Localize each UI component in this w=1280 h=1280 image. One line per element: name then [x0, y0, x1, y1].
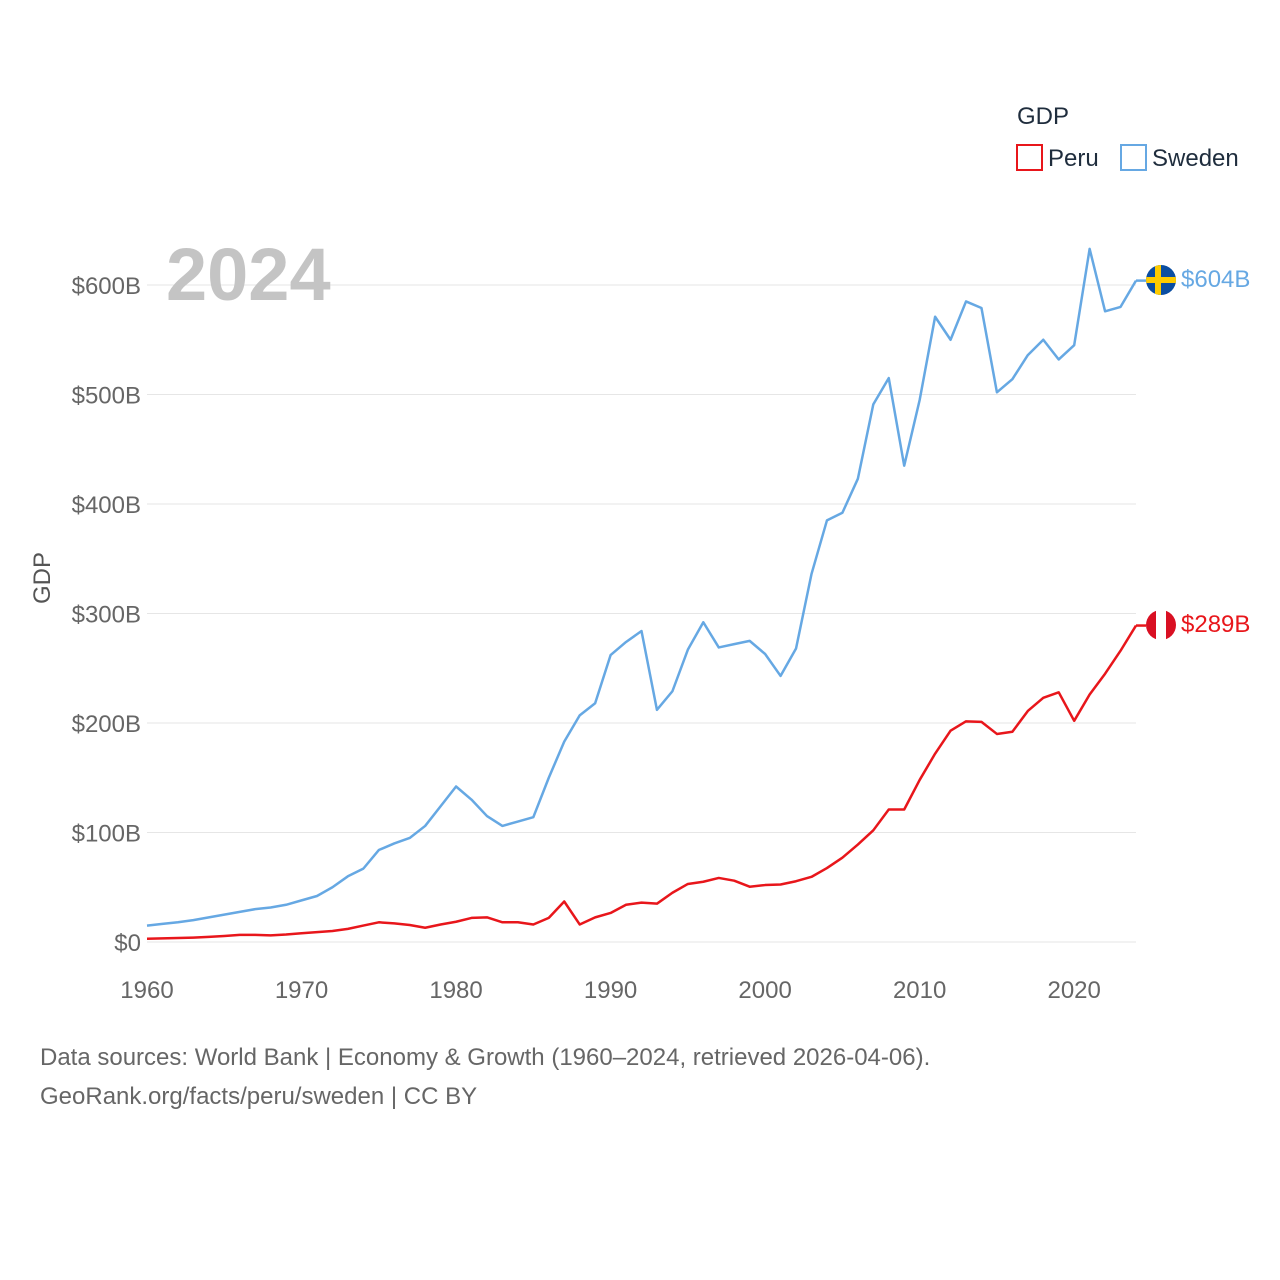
x-tick-label: 2010 [893, 977, 946, 1004]
y-tick-label: $500B [72, 383, 141, 410]
series-line-peru [146, 624, 1138, 940]
series-layer [146, 247, 1146, 940]
peru-end-label: $289B [1181, 611, 1250, 638]
grid-layer [147, 284, 1136, 943]
legend-label-sweden: Sweden [1152, 145, 1239, 172]
legend-label-peru: Peru [1048, 145, 1099, 172]
x-tick-label: 1970 [275, 977, 328, 1004]
legend-item-sweden[interactable]: Sweden [1120, 144, 1239, 172]
x-tick-label: 1960 [120, 977, 173, 1004]
y-tick-label: $0 [114, 930, 141, 957]
data-sources-text: Data sources: World Bank | Economy & Gro… [40, 1044, 931, 1071]
legend-item-peru[interactable]: Peru [1016, 144, 1099, 172]
x-tick-labels: 1960 1970 1980 1990 2000 2010 2020 [120, 977, 1101, 1004]
y-axis-label: GDP [29, 552, 56, 604]
legend-swatch-sweden [1120, 144, 1147, 171]
x-tick-label: 1980 [429, 977, 482, 1004]
x-tick-label: 2020 [1047, 977, 1100, 1004]
y-tick-labels: $0 $100B $200B $300B $400B $500B $600B [72, 273, 141, 957]
peru-flag-icon [1146, 610, 1176, 640]
sweden-end-label: $604B [1181, 266, 1250, 293]
y-tick-label: $300B [72, 602, 141, 629]
y-tick-label: $100B [72, 821, 141, 848]
year-watermark: 2024 [166, 233, 331, 316]
sweden-flag-icon [1146, 265, 1176, 295]
source-url-text: GeoRank.org/facts/peru/sweden | CC BY [40, 1083, 478, 1110]
legend: GDP Peru Sweden [1016, 103, 1239, 172]
y-tick-label: $200B [72, 711, 141, 738]
series-line-sweden [146, 247, 1138, 927]
legend-title: GDP [1017, 103, 1069, 130]
legend-swatch-peru [1016, 144, 1043, 171]
x-tick-label: 2000 [738, 977, 791, 1004]
y-tick-label: $600B [72, 273, 141, 300]
x-tick-label: 1990 [584, 977, 637, 1004]
y-tick-label: $400B [72, 492, 141, 519]
